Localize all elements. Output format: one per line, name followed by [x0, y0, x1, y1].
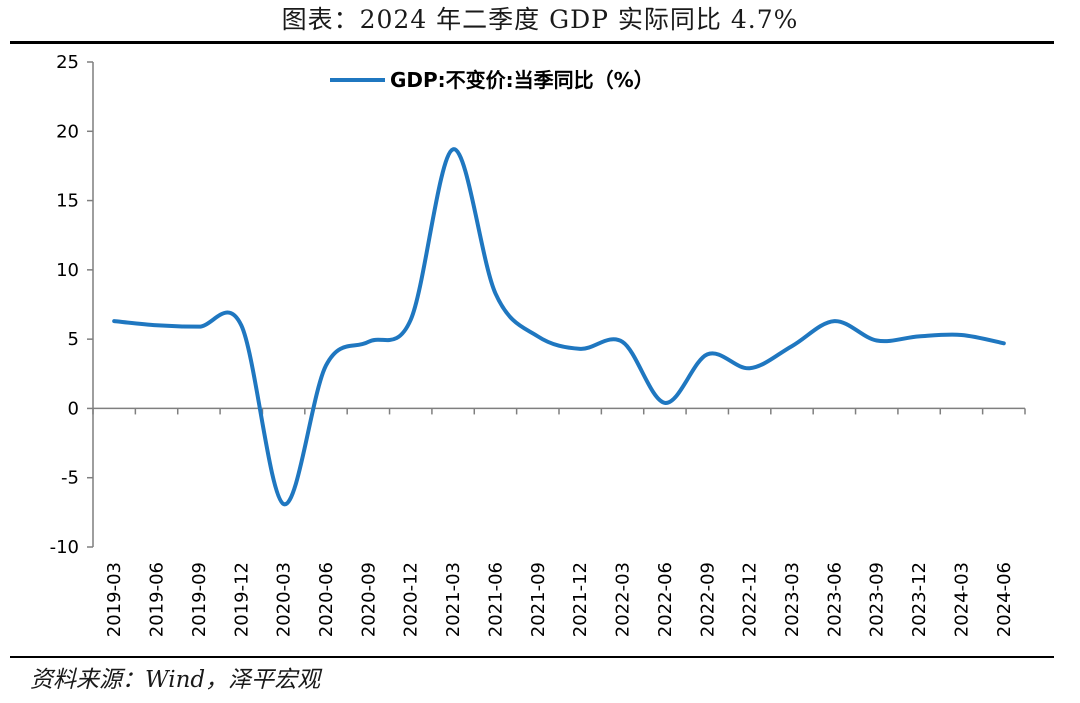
data-point-2020-12: [409, 318, 413, 322]
x-tick-label: 2024-06: [994, 562, 1015, 637]
y-tick-label: 20: [56, 121, 79, 142]
x-tick-label: 2020-12: [401, 562, 422, 637]
y-tick-label: 5: [68, 329, 79, 350]
x-tick-label: 2022-09: [697, 562, 718, 637]
x-tick-label: 2020-03: [274, 562, 295, 637]
data-point-2022-06: [663, 401, 667, 405]
x-tick-label: 2021-06: [485, 562, 506, 637]
x-tick-labels: 2019-03 2019-06 2019-09 2019-12 2020-03 2020-…: [104, 562, 1015, 637]
x-tick-label: 2019-09: [189, 562, 210, 637]
x-tick-label: 2019-03: [104, 562, 125, 637]
data-point-2020-03: [282, 502, 286, 506]
data-point-2023-12: [917, 334, 921, 338]
x-tick-label: 2021-12: [570, 562, 591, 637]
data-point-2020-09: [366, 340, 370, 344]
page-title: 图表：2024 年二季度 GDP 实际同比 4.7%: [281, 5, 799, 34]
data-point-2019-12: [239, 323, 243, 327]
x-tick-label: 2023-09: [867, 562, 888, 637]
data-point-2020-06: [324, 363, 328, 367]
data-point-2022-12: [748, 366, 752, 370]
gdp-series-line: [112, 147, 1006, 507]
data-point-2021-03: [451, 147, 455, 151]
y-tick-label: 0: [68, 398, 79, 419]
y-tick-label: 15: [56, 191, 79, 212]
x-tick-label: 2020-06: [316, 562, 337, 637]
x-tick-label: 2021-09: [528, 562, 549, 637]
x-tick-label: 2019-12: [231, 562, 252, 637]
x-tick-label: 2023-06: [824, 562, 845, 637]
data-point-2022-03: [621, 340, 625, 344]
y-tick-label: 10: [56, 260, 79, 281]
x-tick-label: 2022-03: [613, 562, 634, 637]
x-tick-label: 2022-12: [740, 562, 761, 637]
legend-label: GDP:不变价:当季同比（%）: [390, 68, 654, 92]
data-point-2024-06: [1002, 341, 1006, 345]
x-tick-label: 2023-12: [909, 562, 930, 637]
data-point-2023-03: [790, 344, 794, 348]
y-tick-labels: 25 20 15 10 5 0 -5 -10: [50, 52, 79, 558]
top-rule: [10, 41, 1054, 44]
data-point-2024-03: [959, 333, 963, 337]
data-point-2021-09: [536, 334, 540, 338]
legend: GDP:不变价:当季同比（%）: [330, 68, 654, 92]
data-point-2022-09: [705, 352, 709, 356]
chart-axes: [87, 61, 1026, 548]
y-tick-label: -10: [50, 537, 79, 558]
data-point-2019-06: [155, 323, 159, 327]
y-tick-label: 25: [56, 52, 79, 73]
x-tick-label: 2024-03: [951, 562, 972, 637]
data-point-2019-09: [197, 325, 201, 329]
data-point-2023-09: [875, 339, 879, 343]
x-tick-label: 2023-03: [782, 562, 803, 637]
y-tick-label: -5: [61, 468, 79, 489]
data-point-2021-12: [578, 347, 582, 351]
x-tick-label: 2022-06: [655, 562, 676, 637]
data-point-2019-03: [112, 319, 116, 323]
data-point-2021-06: [493, 291, 497, 295]
x-tick-label: 2021-03: [443, 562, 464, 637]
bottom-rule: [10, 656, 1054, 658]
data-point-2023-06: [832, 319, 836, 323]
x-tick-label: 2019-06: [147, 562, 168, 637]
x-tick-label: 2020-09: [358, 562, 379, 637]
source-note: 资料来源：Wind，泽平宏观: [30, 667, 321, 693]
